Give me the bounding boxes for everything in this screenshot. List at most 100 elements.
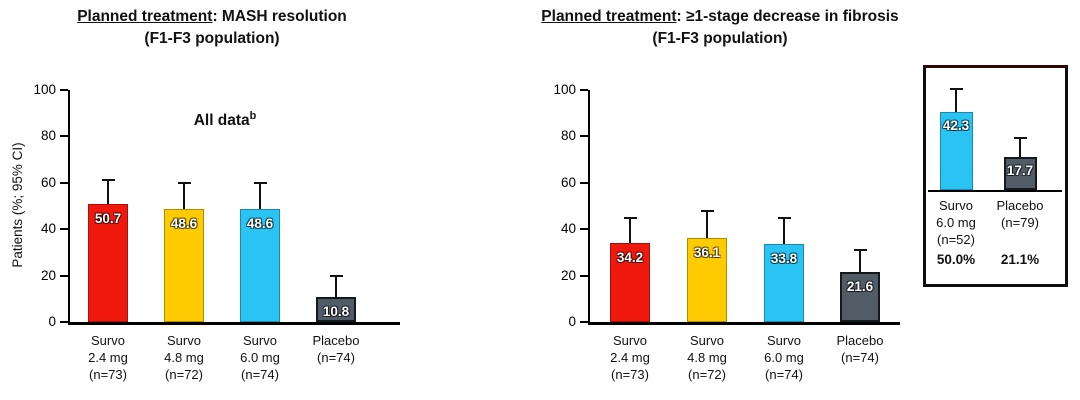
- x-label-line: Survo: [767, 333, 801, 348]
- x-axis-category-label: Survo 4.8 mg (n=72): [146, 333, 222, 384]
- bar-value-label: 34.2: [616, 249, 644, 265]
- error-bar-cap: [624, 216, 637, 219]
- x-label-line: (n=74): [241, 366, 279, 382]
- y-axis-tick: [60, 228, 68, 231]
- x-label-line: Survo: [613, 333, 647, 348]
- title-underlined-part: Planned treatment: [541, 8, 677, 25]
- y-axis-tick-label: 60: [560, 174, 576, 190]
- x-label-line: 6.0 mg: [936, 214, 976, 230]
- x-label-line: 6.0 mg: [764, 349, 804, 365]
- error-bar-cap: [102, 179, 115, 182]
- x-label-line: Survo: [167, 333, 201, 348]
- y-axis-tick-label: 60: [40, 174, 56, 190]
- error-bar-cap: [330, 274, 343, 277]
- x-label-line: Survo: [939, 198, 973, 213]
- x-axis-category-label: Placebo (n=74): [822, 333, 898, 367]
- plot-area: 0 20 40 60 80 100 50.7 Survo 2.4 mg (n=73) 48.6 Sur…: [33, 82, 400, 382]
- y-axis-tick-label: 40: [560, 221, 576, 237]
- bar-value-label: 33.8: [770, 250, 798, 266]
- bar-value-label: 10.8: [322, 303, 350, 319]
- title-line2: (F1-F3 population): [144, 30, 280, 48]
- y-axis-tick-label: 20: [40, 267, 56, 283]
- error-bar: [259, 182, 261, 210]
- x-axis-category-label: Placebo (n=79): [985, 198, 1055, 232]
- x-label-line: Survo: [243, 333, 277, 348]
- annotation-all-data: All datab: [150, 110, 300, 130]
- y-axis-tick: [580, 181, 588, 184]
- error-bar-cap: [778, 216, 791, 219]
- inset-panel: 42.3 Survo 6.0 mg (n=52) 50.0% 17.7 Placebo (n=…: [923, 65, 1068, 287]
- y-axis-tick-label: 80: [560, 128, 576, 144]
- y-axis-tick: [580, 274, 588, 277]
- x-axis-category-label: Survo 6.0 mg (n=74): [746, 333, 822, 384]
- y-axis-tick: [60, 274, 68, 277]
- bar: [939, 112, 973, 190]
- y-axis-label: Patients (%; 95% CI): [10, 142, 25, 268]
- x-label-line: Survo: [91, 333, 125, 348]
- bar: [840, 271, 880, 322]
- title-rest: : ≥1-stage decrease in fibrosis: [676, 8, 899, 25]
- bar: [240, 209, 280, 322]
- bar: [164, 209, 204, 322]
- bar-value-label: 48.6: [170, 216, 198, 232]
- bar: [764, 243, 804, 322]
- error-bar: [1019, 138, 1021, 158]
- inset-percentage: 50.0%: [936, 252, 976, 267]
- chart-title: Planned treatment: ≥1-stage decrease in …: [500, 6, 940, 51]
- error-bar-cap: [701, 209, 714, 212]
- error-bar-cap: [254, 181, 267, 184]
- annotation-superscript: b: [249, 110, 257, 122]
- bar-value-label: 42.3: [942, 118, 970, 134]
- y-axis-tick: [580, 228, 588, 231]
- bar: [316, 296, 356, 322]
- x-axis-category-label: Placebo (n=74): [298, 333, 374, 367]
- x-label-line: 4.8 mg: [164, 349, 204, 365]
- y-axis-tick-label: 100: [33, 82, 56, 97]
- bar: [687, 238, 727, 322]
- x-label-line: Placebo: [836, 333, 884, 348]
- title-rest: : MASH resolution: [212, 8, 347, 25]
- error-bar: [706, 210, 708, 239]
- error-bar: [107, 180, 109, 205]
- x-label-line: (n=72): [165, 366, 203, 382]
- error-bar-cap: [854, 249, 867, 252]
- title-line2: (F1-F3 population): [652, 30, 788, 48]
- error-bar-cap: [1014, 137, 1027, 140]
- y-axis-tick-label: 40: [40, 221, 56, 237]
- plot-area: 0 20 40 60 80 100 34.2 Survo 2.4 mg (n=73) 36.1 Sur…: [553, 82, 900, 382]
- title-underlined-part: Planned treatment: [77, 8, 213, 25]
- x-axis-category-label: Survo 2.4 mg (n=73): [70, 333, 146, 384]
- bar-value-label: 36.1: [693, 245, 721, 261]
- x-label-line: (n=74): [841, 349, 879, 365]
- inset-baseline: [928, 190, 1062, 192]
- y-axis-tick: [60, 135, 68, 138]
- x-label-line: Placebo: [996, 198, 1044, 213]
- x-label-line: (n=72): [688, 366, 726, 382]
- x-axis-category-label: Survo 6.0 mg (n=74): [222, 333, 298, 384]
- y-axis-tick-label: 100: [553, 82, 576, 97]
- y-axis-tick-label: 0: [568, 314, 576, 329]
- x-axis-category-label: Survo 6.0 mg (n=52): [921, 198, 991, 249]
- x-label-line: Placebo: [312, 333, 360, 348]
- y-axis-tick: [60, 321, 68, 323]
- bar: [1003, 157, 1037, 190]
- inset-percentage: 21.1%: [1000, 252, 1040, 267]
- x-label-line: (n=74): [317, 349, 355, 365]
- x-label-line: 2.4 mg: [88, 349, 128, 365]
- chart-title: Planned treatment: MASH resolution (F1-F…: [22, 6, 402, 51]
- x-label-line: (n=52): [937, 231, 975, 247]
- error-bar-cap: [950, 87, 963, 90]
- bar-value-label: 48.6: [246, 216, 274, 232]
- y-axis-tick: [60, 181, 68, 184]
- y-axis-tick-label: 20: [560, 267, 576, 283]
- annotation-text: All data: [193, 112, 250, 130]
- x-axis-category-label: Survo 2.4 mg (n=73): [592, 333, 668, 384]
- bar-value-label: 50.7: [94, 211, 122, 227]
- error-bar: [955, 88, 957, 113]
- error-bar: [335, 275, 337, 297]
- x-axis-category-label: Survo 4.8 mg (n=72): [669, 333, 745, 384]
- y-axis-tick: [60, 89, 68, 92]
- y-axis-tick-label: 0: [48, 314, 56, 329]
- x-label-line: 4.8 mg: [687, 349, 727, 365]
